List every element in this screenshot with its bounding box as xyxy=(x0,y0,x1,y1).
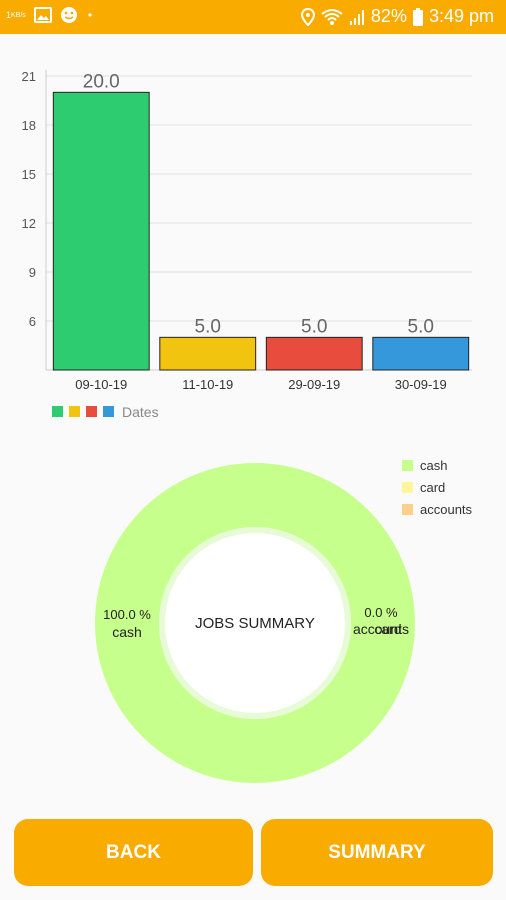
signal-icon xyxy=(349,8,365,26)
data-rate-value: 1 xyxy=(6,9,12,20)
y-tick-label: 12 xyxy=(22,216,36,231)
battery-percent: 82% xyxy=(370,6,407,26)
summary-button[interactable]: SUMMARY xyxy=(261,819,493,886)
bar-value-label: 20.0 xyxy=(83,71,120,92)
donut-slice-cash[interactable] xyxy=(95,463,415,783)
y-tick-label: 6 xyxy=(29,314,36,329)
legend-label: Dates xyxy=(122,404,159,420)
dot-icon xyxy=(86,11,94,19)
donut-hole xyxy=(165,533,345,713)
legend-swatch-card xyxy=(402,482,413,493)
donut-legend: cash card accounts xyxy=(402,458,473,517)
x-tick-label: 09-10-19 xyxy=(75,377,127,392)
back-button[interactable]: BACK xyxy=(14,819,253,886)
legend-swatch-cash xyxy=(402,460,413,471)
x-tick-label: 29-09-19 xyxy=(288,377,340,392)
battery-icon xyxy=(412,7,423,26)
slice-value-label: 100.0 % xyxy=(103,607,151,622)
x-tick-label: 30-09-19 xyxy=(395,377,447,392)
smiley-icon xyxy=(60,6,78,24)
slice-name-label: card xyxy=(374,621,401,637)
bar-chart: 6 9 12 15 18 21 20.0 09-10-19 5.0 11-10-19 5.0 29-0… xyxy=(22,69,472,420)
y-tick-label: 9 xyxy=(29,265,36,280)
data-rate-unit: KB/s xyxy=(11,11,26,19)
y-tick-label: 21 xyxy=(22,69,36,84)
y-tick-label: 18 xyxy=(22,118,36,133)
legend-swatch xyxy=(103,406,114,417)
legend-label-card: card xyxy=(420,480,445,495)
legend-label-accounts: accounts xyxy=(420,502,473,517)
x-tick-label: 11-10-19 xyxy=(182,377,233,392)
y-tick-label: 15 xyxy=(22,167,36,182)
data-rate-indicator: 1 KB/s xyxy=(6,9,26,20)
bar-value-label: 5.0 xyxy=(301,316,327,337)
clock-time: 3:49 pm xyxy=(428,6,494,26)
bar-value-label: 5.0 xyxy=(195,316,221,337)
legend-label-cash: cash xyxy=(420,458,447,473)
bar-value-label: 5.0 xyxy=(408,316,434,337)
bar-29-09-19[interactable] xyxy=(265,336,363,371)
wifi-icon xyxy=(321,8,343,26)
slice-name-label: cash xyxy=(112,624,142,640)
legend-swatch xyxy=(52,406,63,417)
bar-11-10-19[interactable] xyxy=(159,336,257,371)
bar-30-09-19[interactable] xyxy=(372,336,470,371)
legend-swatch xyxy=(69,406,80,417)
status-bar: 1 KB/s 82% 3:49 pm xyxy=(0,0,506,34)
legend-swatch xyxy=(86,406,97,417)
donut-center-text: JOBS SUMMARY xyxy=(195,615,315,632)
slice-value-label: 0.0 % xyxy=(364,605,398,620)
slice-name-label: accounts xyxy=(353,621,409,637)
legend-swatch-accounts xyxy=(402,504,413,515)
image-icon xyxy=(33,7,52,23)
location-icon xyxy=(300,7,315,26)
bar-09-10-19[interactable] xyxy=(52,91,150,371)
